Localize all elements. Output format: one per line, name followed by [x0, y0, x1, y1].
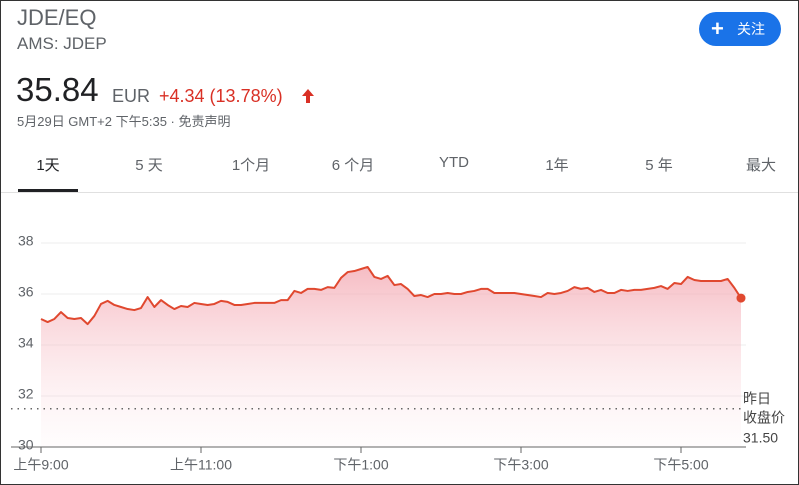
timestamp-text: 5月29日 GMT+2 下午5:35 ·: [17, 114, 175, 129]
disclaimer-link[interactable]: 免责声明: [178, 114, 231, 129]
price: 35.84: [16, 71, 99, 108]
last-point: [736, 293, 746, 303]
change: +4.34 (13.78%): [159, 86, 283, 106]
follow-button[interactable]: + 关注: [699, 12, 781, 46]
y-tick-label: 32: [18, 386, 34, 402]
tab-underline: [18, 189, 78, 192]
y-tick-label: 36: [18, 284, 34, 300]
x-tick-label: 上午11:00: [170, 457, 232, 473]
price-line: [40, 265, 742, 326]
exchange: AMS: JDEP: [17, 34, 107, 53]
previous-close-value: 31.50: [743, 430, 778, 446]
x-tick-label: 上午9:00: [13, 457, 68, 473]
previous-close-label: 收盘价: [743, 410, 785, 426]
range-tab[interactable]: 6 个月: [331, 157, 375, 174]
range-tab[interactable]: 5 天: [135, 157, 163, 174]
currency: EUR: [112, 86, 151, 106]
y-tick-label: 34: [18, 335, 34, 351]
range-tab[interactable]: 1天: [36, 157, 60, 174]
range-tab[interactable]: 1年: [545, 157, 569, 174]
range-tab[interactable]: YTD: [439, 154, 469, 171]
symbol-title: JDE/EQ: [17, 5, 97, 30]
previous-close-label: 昨日: [743, 391, 771, 407]
range-tab[interactable]: 1个月: [231, 157, 271, 174]
y-tick-label: 38: [18, 233, 34, 249]
y-tick-label: 30: [18, 437, 34, 453]
follow-label: 关注: [737, 21, 765, 37]
x-tick-label: 下午3:00: [493, 457, 548, 473]
plus-icon: +: [711, 16, 724, 41]
area: [41, 266, 741, 447]
up-arrow: [302, 89, 314, 103]
x-tick-label: 下午5:00: [653, 457, 708, 473]
range-tab[interactable]: 5 年: [645, 157, 673, 174]
timestamp: 5月29日 GMT+2 下午5:35 · 免责声明: [17, 111, 231, 130]
range-tab[interactable]: 最大: [745, 157, 776, 174]
separator: [1, 192, 798, 193]
x-tick-label: 下午1:00: [333, 457, 388, 473]
